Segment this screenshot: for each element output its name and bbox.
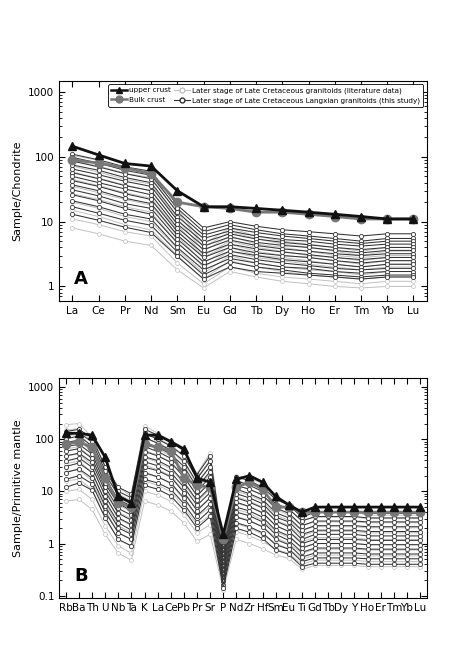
Text: B: B (74, 567, 88, 585)
Y-axis label: Sample/Chondrite: Sample/Chondrite (13, 140, 23, 241)
Text: A: A (74, 269, 88, 288)
Y-axis label: Sample/Primitive mantle: Sample/Primitive mantle (13, 419, 23, 557)
Legend: upper crust, Bulk crust, Later stage of Late Cretaceous granitoids (literature d: upper crust, Bulk crust, Later stage of … (109, 84, 423, 107)
